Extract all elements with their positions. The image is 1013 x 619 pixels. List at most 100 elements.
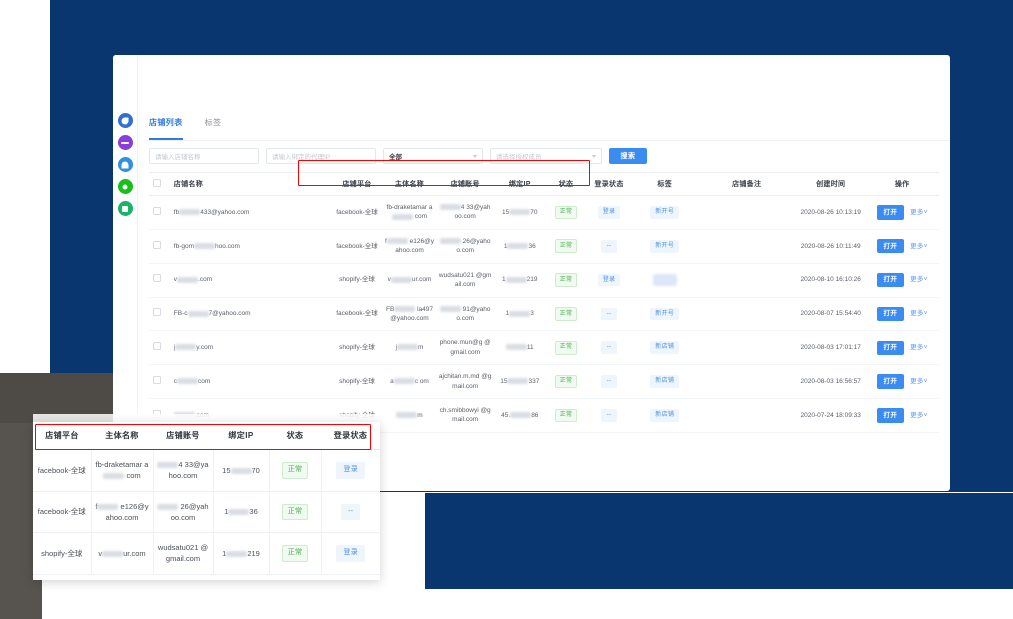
row-checkbox[interactable] <box>153 308 162 317</box>
more-menu-link[interactable]: 更多˅ <box>910 242 928 250</box>
table-row[interactable]: c com shopify-全球 a c om ajchitan.m.md @gmail.… <box>149 364 939 400</box>
tab-labels[interactable]: 标签 <box>204 118 222 127</box>
more-menu-link[interactable]: 更多˅ <box>910 377 928 385</box>
more-menu-link[interactable]: 更多˅ <box>910 310 928 318</box>
th-created[interactable]: 创建时间 <box>796 172 866 196</box>
row-checkbox[interactable] <box>153 206 162 215</box>
row-checkbox[interactable] <box>153 240 162 249</box>
cell-entity: f e126@yahoo.com <box>382 229 437 264</box>
login-status-badge[interactable]: -- <box>601 409 618 422</box>
select-all-checkbox[interactable] <box>153 179 162 187</box>
app-icon-3[interactable] <box>117 157 133 172</box>
th-shop-name[interactable]: 店铺名称 <box>165 172 332 196</box>
inset-th-entity: 主体名称 <box>91 422 153 450</box>
row-checkbox[interactable] <box>153 375 162 384</box>
tag-badge[interactable]: 新开号 <box>650 307 680 321</box>
status-badge: 正常 <box>554 307 578 321</box>
table-row[interactable]: fb-gom hoo.com facebook-全球 f e126@yahoo.com… <box>149 229 939 264</box>
row-checkbox[interactable] <box>153 274 162 283</box>
th-platform[interactable]: 店铺平台 <box>331 172 383 196</box>
cell-status: 正常 <box>546 398 586 433</box>
login-status-badge[interactable]: -- <box>601 341 618 355</box>
cell-entity: v ur.com <box>382 263 437 298</box>
tag-badge[interactable]: 新开号 <box>650 206 680 219</box>
open-button[interactable]: 打开 <box>876 306 905 322</box>
row-select-cell <box>149 330 166 366</box>
cell-account: ajchitan.m.md @gmail.com <box>436 364 494 400</box>
table-row[interactable]: v .com shopify-全球 v ur.com wudsatu021 @gmail.… <box>149 263 939 298</box>
more-menu-link[interactable]: 更多˅ <box>910 208 928 216</box>
cell-tag: 新店铺 <box>632 398 698 433</box>
app-icon-1[interactable] <box>117 113 133 128</box>
cell-remark <box>697 398 797 433</box>
open-button[interactable]: 打开 <box>876 408 905 423</box>
cell-tag: 新开号 <box>632 195 698 230</box>
cell-created: 2020-08-10 16:10:26 <box>796 263 866 298</box>
more-menu-link[interactable]: 更多˅ <box>910 276 928 284</box>
redacted-text <box>505 344 527 351</box>
cell-created: 2020-08-07 15:54:40 <box>796 297 866 332</box>
more-menu-link[interactable]: 更多˅ <box>910 411 928 419</box>
search-proxy-ip-input[interactable]: 请输入绑定的代理IP <box>266 148 376 164</box>
redacted-text <box>157 503 179 510</box>
redacted-text <box>386 238 408 245</box>
status-badge: 正常 <box>554 239 578 254</box>
redacted-text <box>226 550 248 557</box>
more-menu-link[interactable]: 更多˅ <box>910 344 928 352</box>
open-button[interactable]: 打开 <box>876 340 905 355</box>
inset-cell-login-status: 登录 <box>321 532 380 575</box>
login-status-badge[interactable]: -- <box>601 239 618 253</box>
redacted-text <box>396 412 418 419</box>
th-entity[interactable]: 主体名称 <box>382 172 437 196</box>
cell-platform: shopify-全球 <box>331 364 383 400</box>
search-shop-name-input[interactable]: 请输入店铺名称 <box>149 148 259 164</box>
cell-status: 正常 <box>546 364 586 400</box>
inset-header-row: 店铺平台 主体名称 店铺账号 绑定IP 状态 登录状态 <box>33 422 380 450</box>
status-badge: 正常 <box>554 374 578 389</box>
tag-badge[interactable]: 新店铺 <box>650 341 680 355</box>
inset-th-bound-ip: 绑定IP <box>213 422 269 450</box>
app-icon-5[interactable] <box>117 201 133 216</box>
cell-account: wudsatu021 @gmail.com <box>436 263 494 298</box>
table-row[interactable]: fb 433@yahoo.com facebook-全球 fb-draketamar … <box>149 195 939 230</box>
tag-badge[interactable]: 新店铺 <box>650 375 680 388</box>
platform-select[interactable]: 全部 <box>383 148 483 164</box>
member-select[interactable]: 请选择授权成员 <box>490 148 602 164</box>
th-login-status[interactable]: 登录状态 <box>585 172 633 196</box>
status-badge: 正常 <box>554 408 578 423</box>
inset-cell-status: 正常 <box>269 532 322 575</box>
login-status-badge[interactable]: 登录 <box>597 206 621 219</box>
search-button[interactable]: 搜索 <box>609 148 647 164</box>
tag-badge[interactable]: 新开号 <box>650 239 680 253</box>
tag-badge[interactable]: 新店铺 <box>650 409 680 422</box>
login-status-badge[interactable]: -- <box>601 375 618 388</box>
open-button[interactable]: 打开 <box>876 272 905 288</box>
cell-actions: 打开 更多˅ <box>865 195 939 230</box>
th-remark[interactable]: 店铺备注 <box>697 172 797 196</box>
open-button[interactable]: 打开 <box>876 239 905 254</box>
inset-th-platform: 店铺平台 <box>33 422 91 450</box>
inset-table-body: facebook-全球 fb-draketamar a com 4 33@yahoo… <box>33 449 380 575</box>
app-icon-4[interactable] <box>117 179 133 194</box>
inset-th-login-status: 登录状态 <box>321 422 380 450</box>
app-icon-2[interactable] <box>117 135 133 150</box>
th-actions[interactable]: 操作 <box>865 172 939 196</box>
redacted-text <box>509 310 531 317</box>
th-bound-ip[interactable]: 绑定IP <box>493 172 547 196</box>
row-checkbox[interactable] <box>153 342 162 351</box>
th-account[interactable]: 店铺账号 <box>436 172 494 196</box>
th-tag[interactable]: 标签 <box>632 172 698 196</box>
th-status[interactable]: 状态 <box>546 172 586 196</box>
row-select-cell <box>149 297 166 332</box>
table-header-row: 店铺名称 店铺平台 主体名称 店铺账号 绑定IP 状态 登录状态 标签 店铺备注… <box>149 172 939 196</box>
open-button[interactable]: 打开 <box>876 374 905 389</box>
login-status-badge[interactable]: -- <box>601 307 618 321</box>
table-row[interactable]: FB-c 7@yahoo.com facebook-全球 FB la497@yahoo… <box>149 297 939 332</box>
redacted-text <box>390 276 412 283</box>
open-button[interactable]: 打开 <box>876 205 905 220</box>
tab-shop-list[interactable]: 店铺列表 <box>149 117 183 140</box>
tag-badge[interactable]: ███ <box>652 273 677 287</box>
login-status-badge[interactable]: 登录 <box>597 273 621 287</box>
